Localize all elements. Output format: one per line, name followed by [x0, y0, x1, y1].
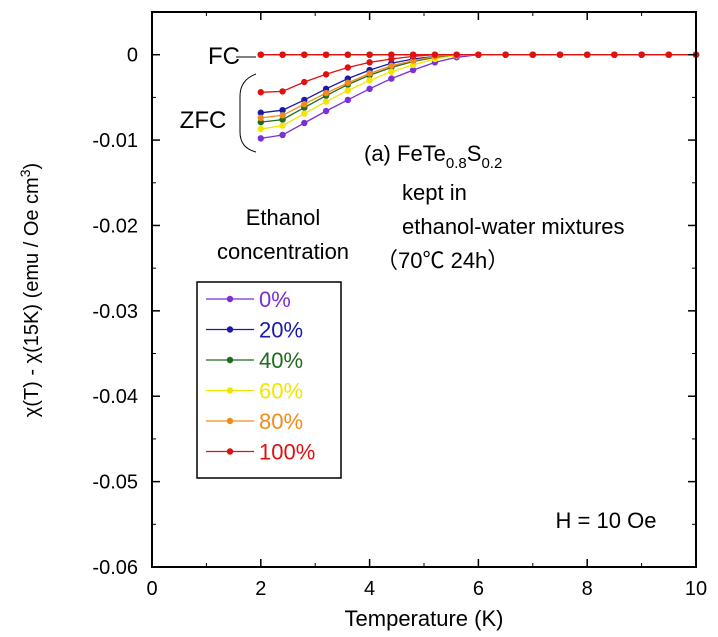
- zfc-point: [344, 79, 352, 87]
- annotation-sample: (a) FeTe0.8S0.2: [364, 141, 502, 172]
- zfc-point: [257, 114, 264, 122]
- zfc-point: [344, 87, 352, 94]
- fc-point: [584, 51, 591, 58]
- zfc-point: [301, 119, 308, 127]
- x-tick-label: 8: [582, 578, 593, 600]
- x-tick-label: 10: [685, 578, 707, 600]
- x-tick-label: 4: [364, 578, 375, 600]
- fc-point: [388, 51, 395, 58]
- y-tick-label: -0.04: [92, 386, 138, 408]
- zfc-point: [366, 59, 373, 66]
- fc-point: [257, 51, 264, 58]
- legend-swatch-marker: [226, 295, 234, 303]
- y-tick-label: -0.03: [92, 301, 138, 323]
- legend-label: 40%: [259, 348, 303, 373]
- zfc-point: [257, 135, 264, 142]
- fc-point: [453, 51, 460, 58]
- sample-mid: S: [467, 141, 482, 166]
- fc-point: [366, 51, 373, 58]
- zfc-point: [279, 88, 286, 95]
- y-tick-label: -0.02: [92, 215, 138, 237]
- y-axis-title-superscript: 3: [17, 169, 33, 177]
- legend-entries: 0% 20% 40% 60% 80% 100%: [206, 287, 315, 465]
- series-group: [257, 51, 700, 142]
- zfc-bracket: [239, 73, 257, 153]
- fc-point: [322, 51, 330, 58]
- y-axis-title-main: χ(T) - χ(15K) (emu / Oe cm: [21, 177, 43, 417]
- zfc-point: [257, 125, 264, 133]
- zfc-point: [279, 131, 286, 139]
- fc-point: [502, 51, 509, 58]
- y-tick-label: -0.05: [92, 472, 138, 494]
- fc-point: [344, 51, 352, 58]
- fc-point: [279, 51, 286, 58]
- fc-point: [529, 51, 536, 58]
- legend-swatch-marker: [226, 356, 234, 364]
- legend-swatch-marker: [226, 417, 234, 425]
- fc-point: [409, 51, 417, 58]
- zfc-point: [388, 68, 395, 75]
- zfc-point: [388, 75, 395, 82]
- legend-swatch-marker: [226, 326, 234, 333]
- annotation-zfc: ZFC: [180, 107, 227, 134]
- zfc-point: [301, 78, 308, 86]
- sample-sub-te: 0.8: [446, 155, 467, 172]
- y-tick-label: -0.06: [92, 557, 138, 579]
- y-axis-title-close: ): [21, 163, 43, 170]
- zfc-point: [366, 85, 373, 93]
- annotation-field: H = 10 Oe: [556, 508, 657, 533]
- sample-prefix: (a) FeTe: [364, 141, 446, 166]
- legend-label: 20%: [259, 318, 303, 343]
- fc-point: [611, 51, 618, 58]
- zfc-point: [279, 122, 286, 129]
- annotation-fc: FC: [208, 43, 240, 70]
- legend-label: 0%: [259, 287, 291, 312]
- zfc-point: [257, 89, 264, 96]
- zfc-point: [388, 62, 395, 69]
- zfc-point: [301, 101, 308, 108]
- legend-title-line2: concentration: [217, 239, 349, 264]
- legend-label: 80%: [259, 409, 303, 434]
- zfc-point: [344, 96, 352, 104]
- zfc-point: [322, 107, 330, 115]
- legend-label: 60%: [259, 379, 303, 404]
- zfc-point: [279, 112, 286, 119]
- zfc-point: [322, 98, 330, 105]
- zfc-point: [366, 77, 373, 84]
- annotation-kept-line2: ethanol-water mixtures: [402, 214, 625, 239]
- fc-point: [431, 51, 439, 58]
- y-tick-label: 0: [127, 45, 138, 67]
- zfc-point: [279, 106, 286, 114]
- x-tick-label: 0: [146, 578, 157, 600]
- legend-swatch-marker: [226, 448, 234, 455]
- fc-point: [475, 51, 482, 58]
- fc-point: [665, 51, 672, 58]
- zfc-point: [322, 71, 330, 78]
- annotation-kept-line1: kept in: [402, 180, 467, 205]
- legend-title-line1: Ethanol: [246, 205, 321, 230]
- zfc-point: [322, 89, 330, 97]
- zfc-point: [409, 66, 417, 74]
- fc-point: [301, 51, 308, 58]
- legend-box: [196, 281, 342, 479]
- y-tick-label: -0.01: [92, 130, 138, 152]
- legend-swatch-marker: [226, 387, 234, 394]
- zfc-point: [366, 70, 373, 77]
- zfc-point: [301, 110, 308, 117]
- axis-ticks-group: 0 2 4 6 8 10 0 -0.01 -0.02 -0.03 -0.04 -0.05 -0.06: [92, 12, 707, 600]
- x-tick-label: 6: [473, 578, 484, 600]
- sample-sub-s: 0.2: [481, 155, 502, 172]
- fc-point: [638, 51, 645, 58]
- fc-point: [556, 51, 564, 58]
- x-axis-title: Temperature (K): [345, 606, 504, 631]
- zfc-point: [257, 109, 264, 116]
- x-tick-label: 2: [255, 578, 266, 600]
- zfc-point: [344, 64, 352, 71]
- annotation-condition: （70℃ 24h）: [376, 248, 509, 273]
- legend-label: 100%: [259, 440, 315, 465]
- y-axis-title: χ(T) - χ(15K) (emu / Oe cm3): [17, 163, 43, 417]
